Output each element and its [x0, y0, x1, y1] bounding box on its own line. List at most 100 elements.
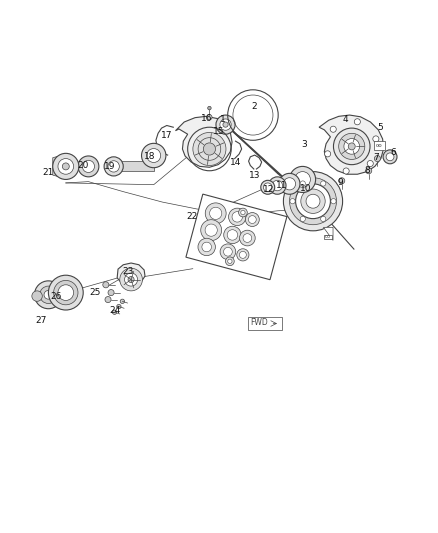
Text: 17: 17 — [161, 132, 173, 140]
Circle shape — [62, 163, 69, 170]
Text: 8: 8 — [364, 166, 370, 175]
Circle shape — [193, 133, 226, 166]
Circle shape — [301, 189, 325, 213]
Circle shape — [113, 310, 117, 314]
Circle shape — [220, 119, 231, 130]
Circle shape — [366, 168, 372, 174]
Circle shape — [374, 156, 381, 161]
Text: 18: 18 — [144, 152, 155, 161]
Circle shape — [78, 156, 99, 177]
Circle shape — [208, 107, 211, 110]
Text: 6: 6 — [390, 148, 396, 157]
Circle shape — [216, 115, 235, 134]
Text: 15: 15 — [213, 127, 225, 136]
Text: 10: 10 — [300, 184, 312, 192]
Circle shape — [108, 161, 119, 172]
Circle shape — [205, 224, 217, 236]
Circle shape — [330, 126, 336, 132]
Circle shape — [147, 149, 161, 163]
Circle shape — [117, 304, 121, 309]
Circle shape — [58, 285, 74, 301]
Circle shape — [120, 268, 142, 291]
Text: oo: oo — [325, 235, 331, 239]
Circle shape — [82, 160, 95, 173]
Circle shape — [223, 122, 228, 127]
Circle shape — [283, 177, 296, 190]
Circle shape — [48, 275, 83, 310]
Circle shape — [325, 151, 331, 157]
Text: 11: 11 — [276, 181, 288, 190]
Polygon shape — [117, 263, 145, 286]
Circle shape — [228, 259, 232, 263]
Circle shape — [290, 166, 316, 192]
Polygon shape — [176, 116, 232, 167]
Circle shape — [295, 172, 311, 187]
Circle shape — [237, 249, 249, 261]
Text: 5: 5 — [377, 123, 383, 132]
Text: 24: 24 — [110, 306, 121, 316]
Text: 25: 25 — [90, 288, 101, 297]
Text: 1: 1 — [219, 115, 226, 124]
Circle shape — [268, 177, 286, 194]
Circle shape — [279, 173, 300, 194]
Circle shape — [261, 180, 275, 194]
Circle shape — [44, 290, 53, 299]
Circle shape — [120, 299, 124, 303]
Circle shape — [331, 199, 336, 204]
Circle shape — [339, 177, 345, 184]
Circle shape — [203, 143, 215, 155]
Circle shape — [198, 238, 215, 256]
Circle shape — [245, 213, 259, 227]
Text: FWD: FWD — [250, 318, 268, 327]
Circle shape — [105, 296, 111, 303]
Circle shape — [220, 244, 236, 260]
Circle shape — [296, 184, 330, 219]
Text: oo: oo — [376, 143, 383, 148]
Text: 13: 13 — [249, 171, 261, 180]
Circle shape — [348, 143, 355, 150]
Text: 2: 2 — [251, 102, 257, 111]
Circle shape — [290, 199, 295, 204]
Circle shape — [205, 203, 226, 224]
Circle shape — [35, 281, 62, 309]
Circle shape — [239, 208, 247, 217]
Circle shape — [32, 291, 42, 301]
Text: 12: 12 — [263, 184, 275, 193]
Circle shape — [40, 286, 57, 303]
Polygon shape — [186, 194, 287, 280]
Circle shape — [367, 160, 373, 167]
Circle shape — [226, 257, 234, 265]
Text: 21: 21 — [43, 168, 54, 177]
Circle shape — [243, 233, 252, 243]
Text: 16: 16 — [201, 114, 212, 123]
Circle shape — [128, 277, 134, 282]
Circle shape — [339, 133, 365, 159]
Circle shape — [290, 177, 336, 225]
Circle shape — [207, 115, 212, 120]
Circle shape — [202, 242, 212, 252]
Circle shape — [240, 230, 255, 246]
Circle shape — [344, 139, 360, 154]
Circle shape — [108, 289, 114, 296]
Circle shape — [141, 143, 166, 168]
Circle shape — [263, 183, 272, 192]
Circle shape — [227, 230, 238, 240]
Circle shape — [306, 194, 320, 208]
Polygon shape — [374, 141, 385, 150]
Circle shape — [103, 282, 109, 288]
Polygon shape — [324, 235, 332, 239]
Circle shape — [321, 181, 326, 186]
Text: 19: 19 — [103, 162, 115, 171]
Circle shape — [104, 157, 123, 176]
Circle shape — [58, 158, 74, 174]
Circle shape — [201, 220, 222, 240]
Circle shape — [223, 247, 232, 256]
Circle shape — [124, 273, 138, 286]
Circle shape — [248, 216, 256, 223]
Circle shape — [240, 252, 246, 259]
Text: 22: 22 — [187, 212, 198, 221]
Circle shape — [232, 212, 243, 222]
Circle shape — [229, 208, 246, 225]
Circle shape — [354, 119, 360, 125]
Polygon shape — [54, 279, 66, 306]
